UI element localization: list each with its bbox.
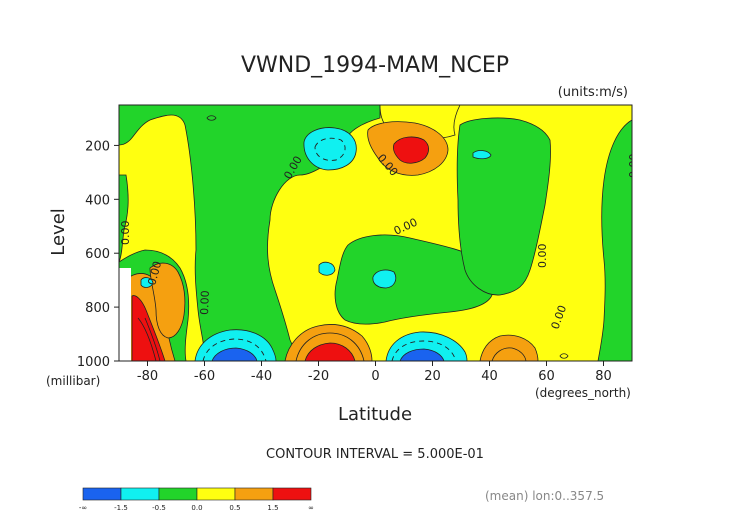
units-label: (units:m/s) <box>558 85 628 100</box>
x-tick-label: 60 <box>538 369 555 384</box>
red-region-polar-surface <box>131 295 166 361</box>
x-tick-label: -60 <box>194 369 215 384</box>
dashed-contour-upper-south <box>314 137 346 161</box>
zero-label-1: 0.00 <box>119 221 132 246</box>
colorbar: -∞ -1.5 -0.5 0.0 0.5 1.5 ∞ <box>79 487 314 512</box>
red-region-jet-north <box>392 136 430 164</box>
x-axis-label: Latitude <box>338 404 412 425</box>
footnote-label: (mean) lon:0..357.5 <box>485 489 604 503</box>
colorbar-tick-label: -1.5 <box>114 504 128 512</box>
colorbar-tick-label: 0.0 <box>191 504 202 512</box>
colorbar-swatch <box>82 487 122 501</box>
zero-label-7: 0.00 <box>536 244 549 269</box>
colorbar-tick-label: ∞ <box>308 504 314 512</box>
green-region-south-polar <box>119 105 381 361</box>
dashed-contour-north-surface <box>391 340 457 361</box>
zero-label-3: 0.00 <box>198 290 212 315</box>
plot-area: 0.00 0.00 0.00 0.00 0.00 0.00 0.00 0.00 … <box>119 105 640 361</box>
no-data-patch <box>119 268 131 361</box>
contour-interval-label: CONTOUR INTERVAL = 5.000E-01 <box>266 447 484 462</box>
colorbar-swatch <box>196 487 236 501</box>
y-tick-label: 400 <box>85 193 110 208</box>
y-tick-label: 200 <box>85 139 110 154</box>
contour-south-surface-inner <box>295 332 365 361</box>
blue-region-north-surface <box>399 348 445 361</box>
y-tick-label: 1000 <box>77 355 110 370</box>
green-region-right <box>456 117 551 296</box>
colorbar-swatch <box>120 487 160 501</box>
x-unit-label: (degrees_north) <box>535 386 631 400</box>
y-unit-label: (millibar) <box>46 374 100 388</box>
zero-label-9: 0.00 <box>627 154 640 179</box>
cyan-region-south-surface <box>194 329 277 361</box>
cyan-region-upper-south <box>303 127 357 171</box>
contour-small-circle-right <box>206 115 217 121</box>
y-tick-label: 600 <box>85 247 110 262</box>
colorbar-swatch <box>234 487 274 501</box>
x-tick-label: 80 <box>595 369 612 384</box>
colorbar-swatch <box>272 487 312 501</box>
zero-label-2: 0.00 <box>145 260 164 287</box>
colorbar-tick-label: 0.5 <box>229 504 240 512</box>
contour-polar-surface-inner <box>137 317 161 361</box>
x-tick-label: -80 <box>137 369 158 384</box>
red-region-south-surface <box>304 342 356 361</box>
cyan-region-lower-center <box>372 269 397 289</box>
x-tick-label: 20 <box>424 369 441 384</box>
y-tick-label: 800 <box>85 301 110 316</box>
green-region-right-edge <box>597 119 632 361</box>
axis-ticks: -80 -60 -40 -20 0 20 40 60 80 200 400 600 800 1000 <box>77 139 612 384</box>
colorbar-tick-label: -∞ <box>79 504 87 512</box>
blue-region-south-surface <box>211 347 258 361</box>
colorbar-tick-label: -0.5 <box>152 504 166 512</box>
x-tick-label: 0 <box>371 369 379 384</box>
green-region-central-lower <box>334 234 494 325</box>
contour-small-circle-center <box>559 353 569 359</box>
contour-north-surface-inner <box>491 347 527 361</box>
cyan-region-polar <box>140 277 154 288</box>
y-axis-label: Level <box>48 208 69 256</box>
x-tick-label: -40 <box>251 369 272 384</box>
orange-region-left-mid <box>149 262 186 339</box>
chart-title: VWND_1994-MAM_NCEP <box>241 53 509 78</box>
cyan-region-upper-north <box>472 150 492 160</box>
cyan-region-lower-south <box>318 261 336 276</box>
dashed-contour-south-surface <box>202 338 267 361</box>
colorbar-swatch <box>158 487 198 501</box>
x-tick-label: 40 <box>481 369 498 384</box>
green-region-left-edge <box>119 174 129 263</box>
x-tick-label: -20 <box>308 369 329 384</box>
colorbar-tick-label: 1.5 <box>267 504 278 512</box>
